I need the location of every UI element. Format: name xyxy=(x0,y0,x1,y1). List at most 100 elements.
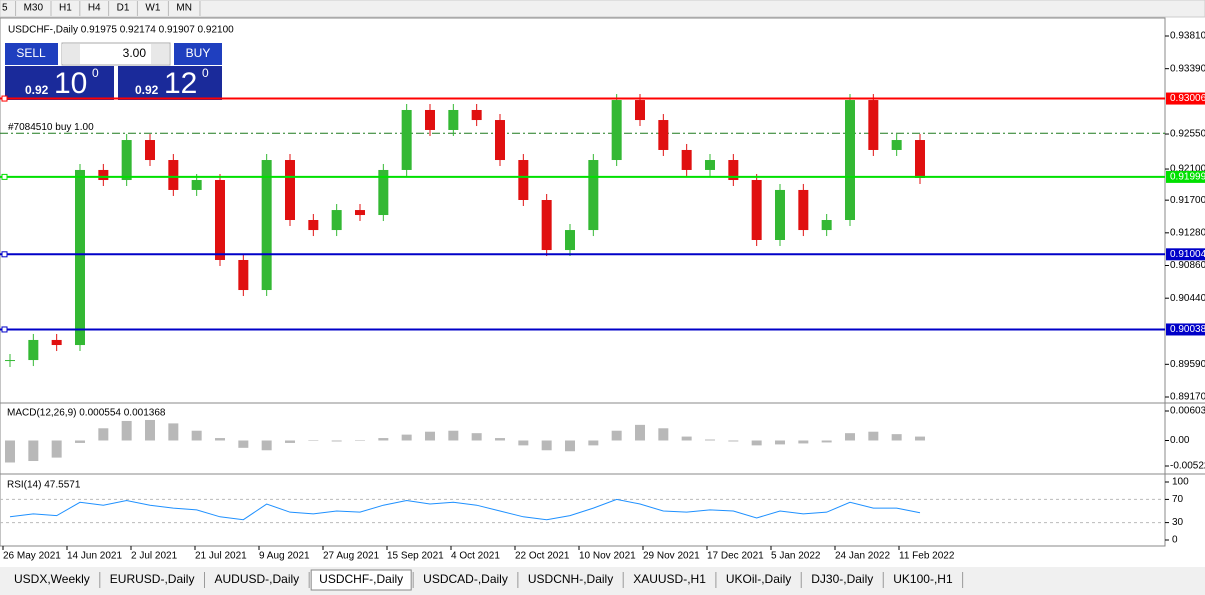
tab[interactable] xyxy=(717,570,800,590)
candle xyxy=(98,169,109,181)
tab[interactable] xyxy=(6,570,98,590)
candle xyxy=(191,180,202,190)
y-tick-label: 70 xyxy=(1172,494,1184,505)
tab[interactable] xyxy=(310,569,412,591)
y-tick-label: 0.93390 xyxy=(1170,63,1205,74)
candle xyxy=(308,220,319,231)
macd-bar xyxy=(285,440,295,443)
candle xyxy=(238,259,249,291)
x-tick-label: 21 Jul 2021 xyxy=(195,551,247,562)
tab[interactable] xyxy=(519,570,622,590)
macd-bar xyxy=(308,440,319,441)
tab-label[interactable]: XAUUSD-,H1 xyxy=(633,572,706,586)
tab-label[interactable]: DJ30-,Daily xyxy=(811,572,873,586)
candle xyxy=(775,189,785,240)
macd-bar xyxy=(821,440,832,443)
candle xyxy=(168,160,179,190)
buy-price-big[interactable]: 0.92 xyxy=(135,83,159,97)
timeframe-button[interactable]: W1 xyxy=(145,3,160,14)
timeframe-button[interactable]: 5 xyxy=(2,3,8,14)
sell-text[interactable]: SELL xyxy=(16,46,46,60)
x-tick-label: 17 Dec 2021 xyxy=(707,551,764,562)
macd-bar xyxy=(51,440,62,458)
macd-bar xyxy=(681,436,692,441)
y-tick-label: 0 xyxy=(1172,535,1178,546)
macd-bar xyxy=(915,436,925,441)
chart-frame xyxy=(0,17,1166,547)
volume-up[interactable] xyxy=(151,44,169,64)
timeframe-button[interactable]: H4 xyxy=(88,3,101,14)
timeframe-button[interactable]: H1 xyxy=(59,3,72,14)
tab[interactable] xyxy=(885,570,961,590)
tab[interactable] xyxy=(625,570,714,590)
candle xyxy=(845,100,855,221)
level-label: 0.91999 xyxy=(1170,172,1205,183)
macd-bar xyxy=(565,440,575,452)
tab-label[interactable]: USDX,Weekly xyxy=(14,572,90,586)
macd-bar xyxy=(215,438,225,441)
buy-price-pips[interactable]: 12 xyxy=(164,67,197,100)
tab-label[interactable]: USDCAD-,Daily xyxy=(423,572,508,586)
level-handle xyxy=(1,173,8,180)
macd-bar xyxy=(401,434,412,441)
macd-bar xyxy=(425,431,435,441)
sell-price-box[interactable] xyxy=(5,66,114,100)
buy-text[interactable]: BUY xyxy=(186,46,211,60)
macd-bar xyxy=(98,428,109,441)
macd-bar xyxy=(868,431,879,441)
tab-label[interactable]: USDCHF-,Daily xyxy=(319,572,403,586)
y-tick-label: 0.93810 xyxy=(1170,31,1205,42)
macd-bar xyxy=(471,433,482,441)
macd-label: MACD(12,26,9) 0.000554 0.001368 xyxy=(7,408,166,419)
sell-price-pips[interactable]: 10 xyxy=(54,67,87,100)
buy-price-box[interactable] xyxy=(118,66,222,100)
y-tick-label: 30 xyxy=(1172,517,1184,528)
toolbar xyxy=(0,0,1205,18)
candle xyxy=(215,180,225,260)
tab[interactable] xyxy=(206,570,308,590)
buy-price-fraction[interactable]: 0 xyxy=(202,66,209,80)
x-tick-label: 15 Sep 2021 xyxy=(387,551,444,562)
macd-bar xyxy=(658,428,669,441)
candle xyxy=(681,149,692,170)
tab-label[interactable]: UK100-,H1 xyxy=(893,572,953,586)
y-tick-label: 0.91700 xyxy=(1170,195,1205,206)
macd-bar xyxy=(448,430,459,441)
macd-bar xyxy=(798,440,809,444)
timeframe-button[interactable]: MN xyxy=(176,3,192,14)
tab-label[interactable]: UKOil-,Daily xyxy=(726,572,791,586)
x-tick-label: 10 Nov 2021 xyxy=(579,551,636,562)
sell-price-fraction[interactable]: 0 xyxy=(92,66,99,80)
volume-text[interactable]: 3.00 xyxy=(123,46,147,60)
y-tick-label: 0.90860 xyxy=(1170,260,1205,271)
candle xyxy=(121,140,132,181)
macd-bar xyxy=(28,440,39,462)
rsi-line xyxy=(9,498,921,521)
candle xyxy=(448,109,459,130)
timeframe-button[interactable]: D1 xyxy=(117,3,130,14)
x-tick-label: 27 Aug 2021 xyxy=(323,551,380,562)
macd-bar xyxy=(751,440,762,446)
tab[interactable] xyxy=(415,570,516,590)
tab-label[interactable]: EURUSD-,Daily xyxy=(110,572,195,586)
sell-button[interactable] xyxy=(5,43,58,65)
level-label-box xyxy=(1166,248,1205,261)
level-handle xyxy=(1,251,8,258)
order-label: #7084510 buy 1.00 xyxy=(8,122,94,133)
x-tick-label: 4 Oct 2021 xyxy=(451,551,500,562)
tab[interactable] xyxy=(803,570,882,590)
tab-label[interactable]: AUDUSD-,Daily xyxy=(214,572,299,586)
tab[interactable] xyxy=(101,570,203,590)
volume-down[interactable] xyxy=(62,44,80,64)
tab-label[interactable]: USDCNH-,Daily xyxy=(528,572,613,586)
candle xyxy=(588,160,599,231)
macd-bar xyxy=(541,440,552,451)
buy-button[interactable] xyxy=(174,43,222,65)
timeframe-button[interactable]: M30 xyxy=(24,3,44,14)
sell-price-big[interactable]: 0.92 xyxy=(25,83,49,97)
y-tick-label: 0.92100 xyxy=(1170,164,1205,175)
candle xyxy=(915,140,925,178)
macd-bar xyxy=(191,430,202,441)
